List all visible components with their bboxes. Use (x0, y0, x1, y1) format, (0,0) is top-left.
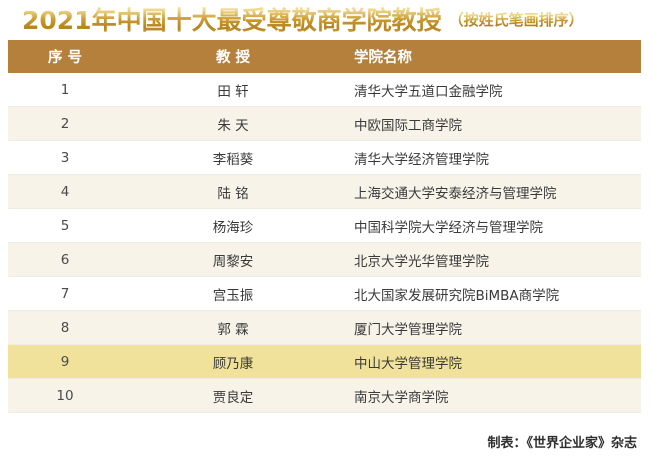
column-header-school: 学院名称 (344, 40, 641, 73)
cell-rank: 3 (8, 140, 122, 175)
cell-rank: 8 (8, 310, 122, 345)
table-row: 9 顾乃康 中山大学管理学院 (8, 344, 641, 379)
table-row: 10 贾良定 南京大学商学院 (8, 378, 641, 413)
cell-rank: 9 (8, 344, 122, 379)
cell-school: 北京大学光华管理学院 (344, 242, 641, 277)
cell-professor: 杨海珍 (122, 208, 344, 243)
cell-rank: 10 (8, 378, 122, 413)
cell-professor: 郭 霖 (122, 310, 344, 345)
cell-professor: 顾乃康 (122, 344, 344, 379)
cell-rank: 7 (8, 276, 122, 311)
cell-school: 清华大学五道口金融学院 (344, 73, 641, 107)
cell-school: 清华大学经济管理学院 (344, 140, 641, 175)
page-title: 2021年中国十大最受尊敬商学院教授 （按姓氏笔画排序） (0, 0, 651, 38)
cell-school: 上海交通大学安泰经济与管理学院 (344, 174, 641, 209)
table-row: 5 杨海珍 中国科学院大学经济与管理学院 (8, 208, 641, 243)
cell-professor: 朱 天 (122, 106, 344, 141)
table-row: 6 周黎安 北京大学光华管理学院 (8, 242, 641, 277)
cell-school: 中国科学院大学经济与管理学院 (344, 208, 641, 243)
cell-school: 厦门大学管理学院 (344, 310, 641, 345)
footer-credit: 制表：《世界企业家》杂志 (487, 436, 637, 451)
cell-professor: 陆 铭 (122, 174, 344, 209)
column-header-professor: 教 授 (122, 40, 344, 73)
column-header-rank: 序 号 (8, 40, 122, 73)
page-title-subtitle: （按姓氏笔画排序） (448, 10, 584, 29)
cell-rank: 1 (8, 73, 122, 107)
page-title-main: 2021年中国十大最受尊敬商学院教授 (22, 1, 442, 37)
cell-school: 中欧国际工商学院 (344, 106, 641, 141)
table-header: 序 号 教 授 学院名称 (8, 40, 641, 73)
cell-rank: 2 (8, 106, 122, 141)
table-row: 7 宫玉振 北大国家发展研究院BiMBA商学院 (8, 276, 641, 311)
cell-professor: 李稻葵 (122, 140, 344, 175)
cell-rank: 4 (8, 174, 122, 209)
cell-rank: 6 (8, 242, 122, 277)
cell-professor: 贾良定 (122, 378, 344, 413)
cell-school: 北大国家发展研究院BiMBA商学院 (344, 276, 641, 311)
table-row: 3 李稻葵 清华大学经济管理学院 (8, 140, 641, 175)
cell-rank: 5 (8, 208, 122, 243)
cell-school: 中山大学管理学院 (344, 344, 641, 379)
cell-professor: 田 轩 (122, 73, 344, 107)
cell-professor: 宫玉振 (122, 276, 344, 311)
cell-professor: 周黎安 (122, 242, 344, 277)
cell-school: 南京大学商学院 (344, 378, 641, 413)
table-header-row: 序 号 教 授 学院名称 (8, 40, 641, 73)
